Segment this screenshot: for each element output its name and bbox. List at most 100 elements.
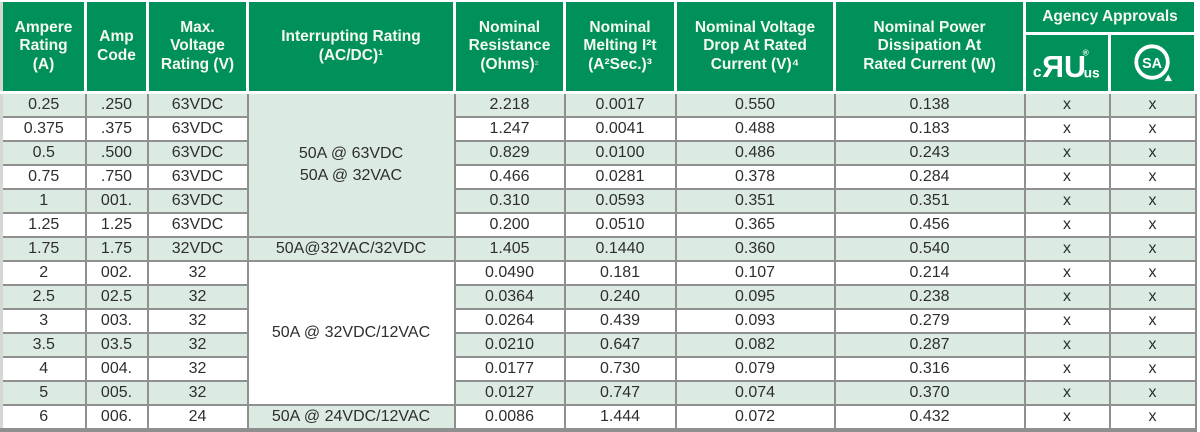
cell-ampere-rating: 4	[1, 356, 87, 381]
cell-melting-i2t: 0.0017	[564, 91, 677, 117]
cell-max-voltage: 63VDC	[147, 116, 249, 141]
cell-interrupting-rating: 50A @ 32VDC/12VAC	[247, 260, 456, 405]
cell-melting-i2t: 0.730	[564, 356, 677, 381]
cell-cul-approval: x	[1024, 380, 1111, 405]
cell-melting-i2t: 0.0041	[564, 116, 677, 141]
cell-csa-approval: x	[1109, 356, 1197, 381]
cell-cul-approval: x	[1024, 212, 1111, 237]
cell-power-dissipation: 0.214	[834, 260, 1026, 285]
cell-max-voltage: 63VDC	[147, 140, 249, 165]
cell-max-voltage: 63VDC	[147, 91, 249, 117]
cell-max-voltage: 32	[147, 332, 249, 357]
cell-amp-code: 005.	[85, 380, 149, 405]
table-row: 1.75 1.75 32VDC 50A@32VAC/32VDC 1.405 0.1440 0…	[1, 236, 1197, 261]
cell-amp-code: .750	[85, 164, 149, 189]
table-row: 2 002. 32 50A @ 32VDC/12VAC 0.0490 0.181 0.107…	[1, 260, 1197, 405]
col-header-power-dissipation: Nominal Power Dissipation At Rated Curre…	[834, 2, 1026, 94]
table-row: 0.25.250 63VDC 50A @ 63VDC 50A @ 32VAC 2.21…	[1, 91, 1197, 237]
cell-cul-approval: x	[1024, 404, 1111, 430]
cell-csa-approval: x	[1109, 91, 1197, 117]
cell-amp-code: 004.	[85, 356, 149, 381]
cell-power-dissipation: 0.279	[834, 308, 1026, 333]
cell-power-dissipation: 0.456	[834, 212, 1026, 237]
cell-nominal-resistance: 0.0264	[454, 308, 566, 333]
col-header-interrupting-rating-label: Interrupting Rating (AC/DC)¹	[281, 28, 421, 64]
cell-max-voltage: 32	[147, 284, 249, 309]
cell-nominal-resistance: 0.466	[454, 164, 566, 189]
cell-amp-code: 1.25	[85, 212, 149, 237]
svg-text:us: us	[1084, 65, 1100, 81]
cell-cul-approval: x	[1024, 91, 1111, 117]
cell-nominal-resistance: 0.0177	[454, 356, 566, 381]
cell-power-dissipation: 0.432	[834, 404, 1026, 430]
cell-voltage-drop: 0.486	[675, 140, 836, 165]
cell-max-voltage: 63VDC	[147, 188, 249, 213]
cell-cul-approval: x	[1024, 140, 1111, 165]
cell-voltage-drop: 0.095	[675, 284, 836, 309]
cell-amp-code: 03.5	[85, 332, 149, 357]
cell-csa-approval: x	[1109, 380, 1197, 405]
svg-text:ЯU: ЯU	[1042, 50, 1086, 84]
cell-interrupting-rating: 50A@32VAC/32VDC	[247, 236, 456, 261]
cell-ampere-rating: 5	[1, 380, 87, 405]
svg-text:SA: SA	[1142, 56, 1162, 72]
cell-ampere-rating: 2.5	[1, 284, 87, 309]
col-header-voltage-drop: Nominal Voltage Drop At Rated Current (V…	[675, 2, 836, 94]
cell-power-dissipation: 0.138	[834, 91, 1026, 117]
col-header-melting-i2t: Nominal Melting I²t (A²Sec.)³	[564, 2, 677, 94]
cell-max-voltage: 24	[147, 404, 249, 430]
cell-melting-i2t: 0.0100	[564, 140, 677, 165]
cell-melting-i2t: 1.444	[564, 404, 677, 430]
cell-voltage-drop: 0.378	[675, 164, 836, 189]
cell-ampere-rating: 3	[1, 308, 87, 333]
table-row: 1 001. 63VDC 0.310 0.0593 0.351 0.351 x x	[1, 188, 1197, 213]
col-header-agency-approvals: Agency Approvals	[1024, 2, 1197, 35]
col-header-nominal-resistance: Nominal Resistance (Ohms)²	[454, 2, 566, 94]
table-row: 3.5 03.5 32 0.0210 0.647 0.082 0.287 x x	[1, 332, 1197, 357]
cell-ampere-rating: 0.75	[1, 164, 87, 189]
cell-cul-approval: x	[1024, 260, 1111, 285]
table-row: 1.25 1.25 63VDC 0.200 0.0510 0.365 0.456 x x	[1, 212, 1197, 237]
cell-melting-i2t: 0.0510	[564, 212, 677, 237]
cell-ampere-rating: 1	[1, 188, 87, 213]
col-header-melting-i2t-label: Nominal Melting I²t (A²Sec.)³	[583, 19, 657, 73]
cell-csa-approval: x	[1109, 140, 1197, 165]
cell-csa-approval: x	[1109, 116, 1197, 141]
cell-cul-approval: x	[1024, 332, 1111, 357]
cell-max-voltage: 32	[147, 380, 249, 405]
table-row: 2.5 02.5 32 0.0364 0.240 0.095 0.238 x x	[1, 284, 1197, 309]
cell-csa-approval: x	[1109, 332, 1197, 357]
cell-max-voltage: 32VDC	[147, 236, 249, 261]
cell-nominal-resistance: 0.0210	[454, 332, 566, 357]
cell-power-dissipation: 0.316	[834, 356, 1026, 381]
cell-amp-code: 1.75	[85, 236, 149, 261]
cell-power-dissipation: 0.287	[834, 332, 1026, 357]
cell-ampere-rating: 3.5	[1, 332, 87, 357]
table-row: 5 005. 32 0.0127 0.747 0.074 0.370 x x	[1, 380, 1197, 405]
cell-amp-code: .250	[85, 91, 149, 117]
cell-power-dissipation: 0.243	[834, 140, 1026, 165]
col-header-agency-approvals-label: Agency Approvals	[1042, 7, 1178, 25]
cell-cul-approval: x	[1024, 116, 1111, 141]
cell-max-voltage: 32	[147, 308, 249, 333]
cell-max-voltage: 32	[147, 356, 249, 381]
cell-ampere-rating: 1.25	[1, 212, 87, 237]
cell-cul-approval: x	[1024, 308, 1111, 333]
cell-power-dissipation: 0.540	[834, 236, 1026, 261]
table-row: 3 003. 32 0.0264 0.439 0.093 0.279 x x	[1, 308, 1197, 333]
col-header-ampere-rating: Ampere Rating (A)	[1, 2, 87, 94]
cell-max-voltage: 63VDC	[147, 212, 249, 237]
cell-voltage-drop: 0.550	[675, 91, 836, 117]
cell-nominal-resistance: 0.0364	[454, 284, 566, 309]
svg-text:c: c	[1033, 64, 1042, 81]
cell-voltage-drop: 0.351	[675, 188, 836, 213]
cell-power-dissipation: 0.284	[834, 164, 1026, 189]
cell-ampere-rating: 2	[1, 260, 87, 285]
col-header-nominal-resistance-label: Nominal Resistance (Ohms)	[468, 19, 551, 73]
cell-max-voltage: 63VDC	[147, 164, 249, 189]
cell-amp-code: 001.	[85, 188, 149, 213]
cell-csa-approval: x	[1109, 236, 1197, 261]
cell-ampere-rating: 6	[1, 404, 87, 430]
col-header-amp-code: Amp Code	[85, 2, 149, 94]
